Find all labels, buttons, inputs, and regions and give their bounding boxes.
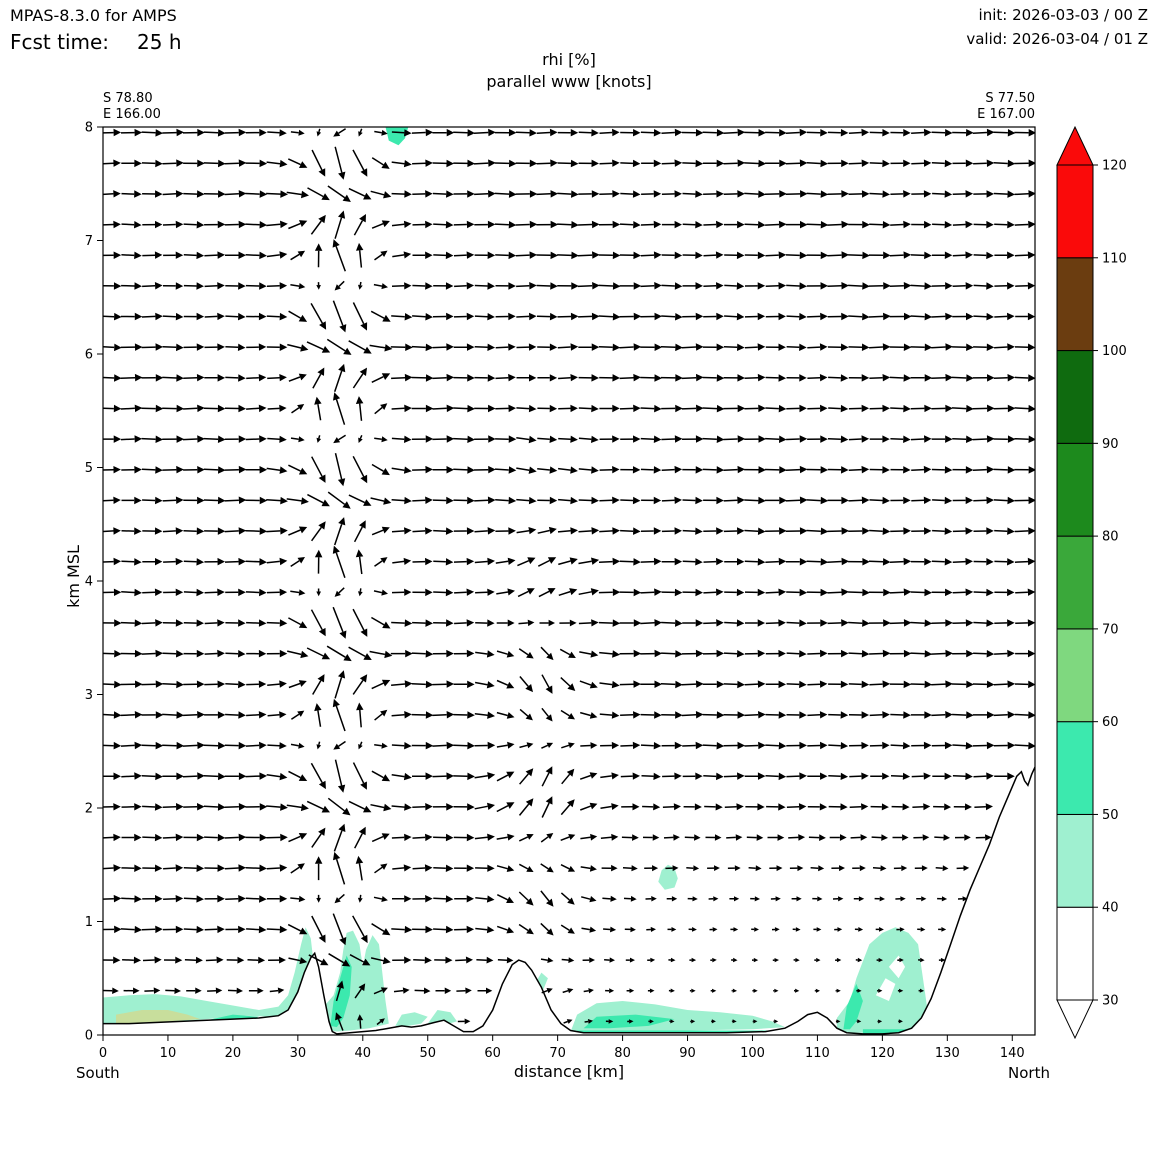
rhi-patch-midlevel-blob-40 [658,864,678,890]
colorbar-segment-110 [1056,164,1094,259]
x-tick-label: 0 [99,1046,107,1061]
colorbar-segment-60 [1056,628,1094,723]
y-tick-label: 1 [85,915,93,930]
wind-vector-heads [112,128,1035,1025]
rhi-patch-north-slope-50 [843,983,863,1030]
colorbar-segment-90 [1056,350,1094,444]
y-tick-label: 8 [85,121,93,136]
colorbar-tick-label: 120 [1102,159,1127,174]
colorbar-under-arrow [1056,999,1094,1040]
south-longitude: E 166.00 [103,107,161,122]
north-end-label: North [1008,1064,1050,1082]
rhi-patch-peak-lee-50 [330,955,352,1028]
colorbar-tick-label: 60 [1102,715,1119,730]
colorbar-tick-label: 80 [1102,530,1119,545]
south-end-label: South [76,1064,120,1082]
rhi-patch-sw-lowlevel-60 [116,1010,201,1024]
y-tick-label: 6 [85,348,93,363]
colorbar-tick-label: 90 [1102,437,1119,452]
x-tick-label: 110 [805,1046,830,1061]
endpoint-north-coords: S 77.50 E 167.00 [103,91,1035,123]
x-tick-label: 90 [679,1046,696,1061]
plot-title-vectors: parallel www [knots] [486,72,652,91]
colorbar-segment-70 [1056,535,1094,630]
endpoint-south-coords: S 78.80 E 166.00 [103,91,161,123]
rhi-patch-valley-blob-1 [395,1012,428,1026]
x-tick-label: 60 [484,1046,501,1061]
x-axis-label: distance [km] [513,1062,625,1081]
rhi-patch-sw-lowlevel-40 [103,927,319,1024]
below-terrain-mask [103,767,1035,1035]
terrain-line [103,766,1035,1035]
colorbar-segment-80 [1056,442,1094,537]
x-tick-label: 120 [870,1046,895,1061]
colorbar-tick-label: 40 [1102,901,1119,916]
y-tick-label: 4 [85,575,93,590]
colorbar-tick-label: 110 [1102,251,1127,266]
y-tick-label: 0 [85,1029,93,1044]
y-tick-label: 7 [85,234,93,249]
x-tick-label: 50 [419,1046,436,1061]
y-tick-label: 5 [85,461,93,476]
x-tick-label: 130 [935,1046,960,1061]
valid-time: valid: 2026-03-04 / 01 Z [966,30,1148,48]
colorbar-segment-100 [1056,257,1094,352]
colorbar-tick-label: 100 [1102,344,1127,359]
plot-title-field: rhi [%] [542,50,596,69]
south-latitude: S 78.80 [103,91,153,106]
colorbar-segment-30 [1056,906,1094,1001]
plot-area [103,127,1035,1035]
colorbar-segment-40 [1056,813,1094,908]
colorbar-tick-label: 70 [1102,622,1119,637]
init-time: init: 2026-03-03 / 00 Z [978,6,1148,24]
x-tick-label: 30 [290,1046,307,1061]
rhi-patch-top-edge-patch-50 [385,127,409,146]
colorbar-segment-50 [1056,721,1094,815]
colorbar-tick-label: 30 [1102,994,1119,1009]
colorbar-tick-label: 50 [1102,808,1119,823]
x-tick-label: 70 [549,1046,566,1061]
x-tick-label: 40 [355,1046,372,1061]
forecast-time-label: Fcst time: [10,30,110,54]
y-tick-label: 3 [85,688,93,703]
x-tick-label: 140 [1000,1046,1025,1061]
x-tick-label: 10 [160,1046,177,1061]
y-tick-label: 2 [85,802,93,817]
forecast-time-value: 25 h [137,30,182,54]
model-title: MPAS-8.3.0 for AMPS [10,6,177,25]
colorbar-over-arrow [1056,125,1094,166]
x-tick-label: 20 [225,1046,242,1061]
x-tick-label: 80 [614,1046,631,1061]
north-latitude: S 77.50 [985,91,1035,106]
x-tick-label: 100 [740,1046,765,1061]
wind-vector-shafts [103,128,1029,1031]
north-longitude: E 167.00 [977,107,1035,122]
forecast-time-line: Fcst time: 25 h [10,30,182,54]
rhi-patch-north-slope-hole-1 [875,978,896,1001]
